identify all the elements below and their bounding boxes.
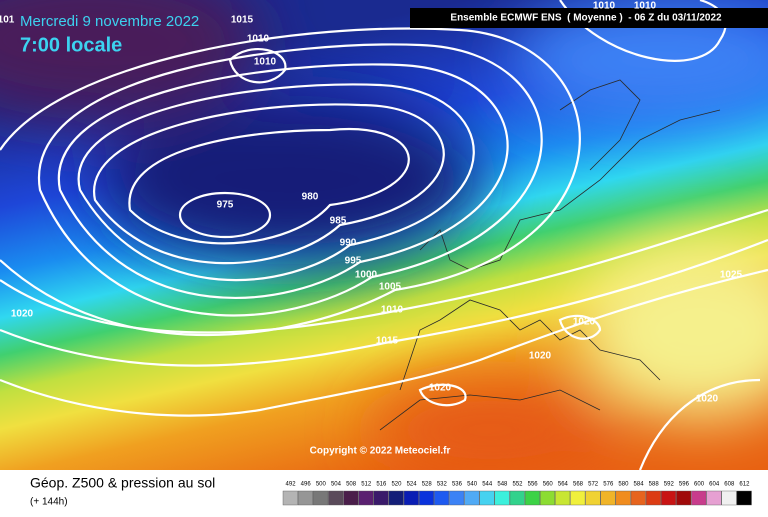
isobar-label: 980: [302, 192, 319, 203]
isobar-label: 995: [345, 256, 362, 267]
scale-swatch: [539, 490, 556, 506]
footer-title: Géop. Z500 & pression au sol: [30, 475, 215, 491]
scale-swatch: [449, 490, 465, 506]
isobar-label: 1020: [529, 351, 552, 362]
scale-label: 604: [709, 482, 720, 488]
scale-swatch: [630, 490, 646, 506]
scale-swatch: [418, 490, 434, 506]
isobar-label: 1020: [11, 309, 34, 320]
scale-swatch: [706, 490, 722, 506]
scale-label: 548: [497, 482, 508, 488]
isobar-label: 1010: [254, 57, 277, 68]
map-date: Mercredi 9 novembre 2022: [20, 13, 199, 30]
isobar-label: 1010: [593, 1, 616, 12]
copyright: Copyright © 2022 Meteociel.fr: [310, 446, 451, 457]
scale-label: 512: [361, 482, 372, 488]
scale-label: 528: [422, 482, 433, 488]
model-banner: [410, 8, 768, 28]
isobar-label: 1010: [634, 1, 657, 12]
scale-label: 592: [664, 482, 675, 488]
scale-swatch: [373, 490, 389, 506]
scale-swatch: [555, 490, 571, 506]
isobar-label: 1005: [379, 282, 402, 293]
scale-label: 540: [467, 482, 478, 488]
model-info: Ensemble ECMWF ENS ( Moyenne ) - 06 Z du…: [450, 13, 722, 24]
isobar-label: 1015: [376, 336, 399, 347]
scale-label: 572: [588, 482, 599, 488]
scale-label: 496: [301, 482, 312, 488]
scale-swatch: [585, 490, 601, 506]
scale-label: 560: [543, 482, 554, 488]
color-scale: 492 496 500 504 508 512 516 520 524 528 532 536 540 5…: [282, 482, 752, 506]
scale-swatch: [509, 490, 525, 506]
isobar-label: 1020: [696, 394, 719, 405]
isobar-label: 1010: [381, 305, 404, 316]
scale-swatch: [282, 490, 298, 506]
scale-label: 504: [331, 482, 342, 488]
scale-label: 608: [724, 482, 735, 488]
scale-swatch: [691, 490, 707, 506]
scale-swatch: [645, 490, 661, 506]
scale-label: 612: [739, 482, 750, 488]
scale-label: 552: [512, 482, 523, 488]
scale-swatch: [464, 490, 480, 506]
scale-label: 520: [391, 482, 402, 488]
isobar-label: 1025: [720, 270, 743, 281]
scale-swatch: [676, 490, 692, 506]
scale-label: 532: [437, 482, 448, 488]
scale-swatch: [570, 490, 586, 506]
isobar-label: 1020: [573, 317, 596, 328]
scale-label: 568: [573, 482, 584, 488]
scale-swatch: [343, 490, 359, 506]
isobar-labels: 101 1015 1010 1010 975 980 985 990 995 1…: [0, 1, 743, 405]
scale-label: 596: [679, 482, 690, 488]
scale-label: 576: [603, 482, 614, 488]
scale-swatch: [721, 490, 737, 506]
scale-swatch: [403, 490, 419, 506]
scale-label: 536: [452, 482, 463, 488]
scale-swatch: [615, 490, 631, 506]
scale-label: 564: [558, 482, 569, 488]
scale-swatch: [313, 490, 329, 506]
scale-swatch: [494, 490, 510, 506]
scale-label: 584: [634, 482, 645, 488]
map-background: [0, 0, 768, 480]
isobar-label: 975: [217, 200, 234, 211]
scale-label: 524: [407, 482, 418, 488]
scale-swatch: [297, 490, 313, 506]
scale-label: 600: [694, 482, 705, 488]
scale-swatch: [358, 490, 374, 506]
scale-label: 544: [482, 482, 493, 488]
footer-lead: (+ 144h): [30, 497, 68, 508]
scale-label: 580: [618, 482, 629, 488]
isobar-label: 1015: [231, 15, 254, 26]
scale-label: 500: [316, 482, 327, 488]
map-time: 7:00 locale: [20, 34, 122, 56]
scale-swatch: [388, 490, 404, 506]
scale-swatch: [524, 490, 540, 506]
isobars: [0, 0, 768, 470]
isobar-label: 1010: [247, 34, 270, 45]
isobar-label: 1000: [355, 270, 378, 281]
isobar-label: 1020: [429, 383, 452, 394]
isobar-label: 985: [330, 216, 347, 227]
scale-swatch: [661, 490, 677, 506]
isobar-label: 990: [340, 238, 357, 249]
isobar-label: 101: [0, 15, 15, 26]
scale-swatch: [600, 490, 616, 506]
scale-swatch: [434, 490, 450, 506]
scale-swatch: [479, 490, 495, 506]
scale-label: 588: [649, 482, 660, 488]
scale-label: 492: [286, 482, 297, 488]
scale-label: 556: [528, 482, 539, 488]
scale-label: 516: [376, 482, 387, 488]
scale-swatch: [736, 490, 752, 506]
scale-swatch: [328, 490, 344, 506]
scale-label: 508: [346, 482, 357, 488]
